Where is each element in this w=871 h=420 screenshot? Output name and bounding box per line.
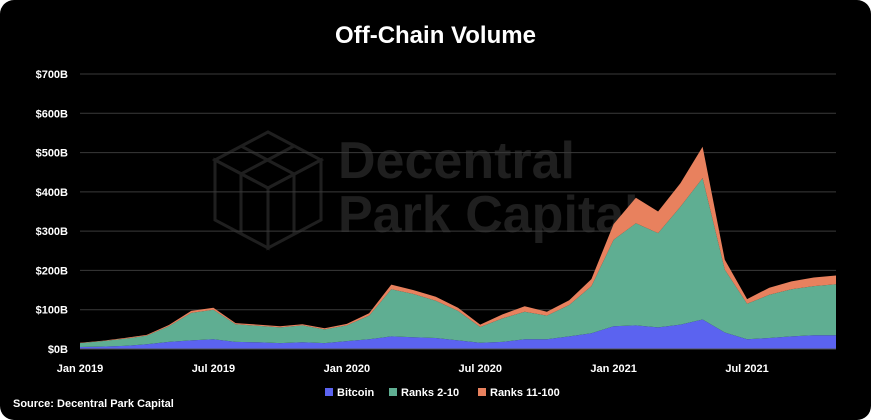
x-tick-label: Jul 2021 xyxy=(725,363,768,375)
legend-label: Ranks 2-10 xyxy=(401,387,459,399)
y-tick-label: $0B xyxy=(48,344,68,356)
x-tick-label: Jan 2021 xyxy=(590,363,636,375)
y-tick-label: $500B xyxy=(36,148,68,160)
area-series-0 xyxy=(80,319,836,349)
watermark-line2: Park Capital xyxy=(338,186,639,244)
y-tick-label: $100B xyxy=(36,305,68,317)
y-tick-label: $400B xyxy=(36,187,68,199)
x-tick-label: Jan 2019 xyxy=(57,363,103,375)
legend-label: Bitcoin xyxy=(337,387,375,399)
stacked-areas xyxy=(80,146,836,350)
legend-swatch xyxy=(389,388,397,396)
y-axis: $0B $100B $200B $300B $400B $500B $600B $700B xyxy=(36,69,68,356)
watermark: Decentral Park Capital xyxy=(211,130,639,251)
x-tick-label: Jan 2020 xyxy=(324,363,370,375)
x-tick-label: Jul 2020 xyxy=(459,363,502,375)
legend-label: Ranks 11-100 xyxy=(490,387,560,399)
x-axis: Jan 2019 Jul 2019 Jan 2020 Jul 2020 Jan 2021… xyxy=(57,363,769,375)
y-tick-label: $300B xyxy=(36,226,68,238)
watermark-line1: Decentral xyxy=(338,132,575,190)
area-series-1 xyxy=(80,178,836,347)
source-note: Source: Decentral Park Capital xyxy=(13,398,174,410)
watermark-logo-icon xyxy=(211,130,325,251)
legend: Bitcoin Ranks 2-10 Ranks 11-100 xyxy=(325,387,560,399)
y-tick-label: $700B xyxy=(36,69,68,81)
legend-swatch xyxy=(478,388,486,396)
chart-title: Off-Chain Volume xyxy=(335,22,536,49)
legend-swatch xyxy=(325,388,333,396)
y-tick-label: $200B xyxy=(36,265,68,277)
y-tick-label: $600B xyxy=(36,108,68,120)
x-tick-label: Jul 2019 xyxy=(192,363,235,375)
